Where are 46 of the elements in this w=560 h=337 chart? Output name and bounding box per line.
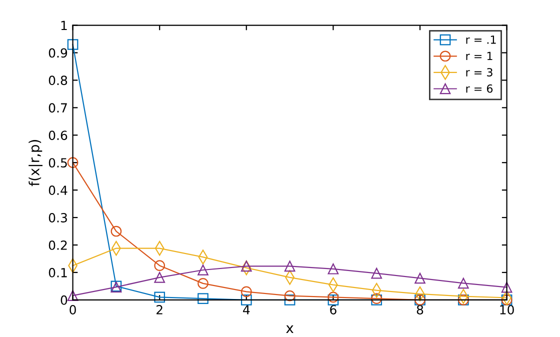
x-axis-title: x: [286, 325, 294, 333]
y-tick-label: 0.4: [48, 186, 68, 195]
point: [240, 294, 252, 306]
point: [198, 264, 208, 276]
x-tick-label: 10: [500, 305, 514, 314]
legend-label: r = 1: [466, 52, 492, 60]
legend-label: r = 6: [466, 84, 493, 93]
point: [67, 290, 78, 301]
point: [328, 294, 339, 306]
y-tick-label: 0.9: [48, 48, 68, 58]
point: [371, 268, 382, 279]
x-tick-label: 2: [156, 305, 162, 314]
point: [154, 272, 166, 283]
x-tick-label: 4: [243, 305, 250, 314]
point: [110, 226, 122, 237]
point: [458, 278, 469, 289]
y-tick-label: 0.5: [48, 158, 67, 168]
x-tick-label: 0: [70, 305, 76, 314]
y-tick-label: 0.6: [48, 130, 68, 140]
point: [284, 260, 296, 272]
y-tick-label: 0: [60, 295, 68, 305]
point: [328, 263, 339, 274]
point: [154, 292, 166, 303]
legend-label: r = 3: [466, 68, 492, 76]
x-tick-label: 6: [330, 305, 336, 314]
legend-label: r = .1: [466, 36, 496, 44]
y-tick-label: 0.8: [48, 76, 68, 86]
point: [284, 290, 296, 302]
y-tick-label: 0.2: [48, 240, 67, 250]
point: [501, 282, 512, 293]
y-tick-label: 0.7: [48, 103, 67, 113]
x-tick-label: 8: [416, 305, 424, 314]
point: [67, 157, 78, 168]
point: [240, 260, 252, 272]
point: [198, 278, 208, 289]
point: [328, 292, 339, 303]
point: [67, 39, 78, 50]
point: [240, 286, 252, 298]
point: [414, 272, 426, 284]
y-tick-label: 0.1: [48, 268, 67, 278]
point: [284, 294, 296, 306]
point: [198, 293, 208, 304]
point: [154, 260, 166, 272]
y-tick-label: 1: [61, 20, 67, 30]
y-tick-label: 0.3: [48, 213, 67, 222]
y-axis-title: f(x|r,p): [28, 140, 43, 186]
